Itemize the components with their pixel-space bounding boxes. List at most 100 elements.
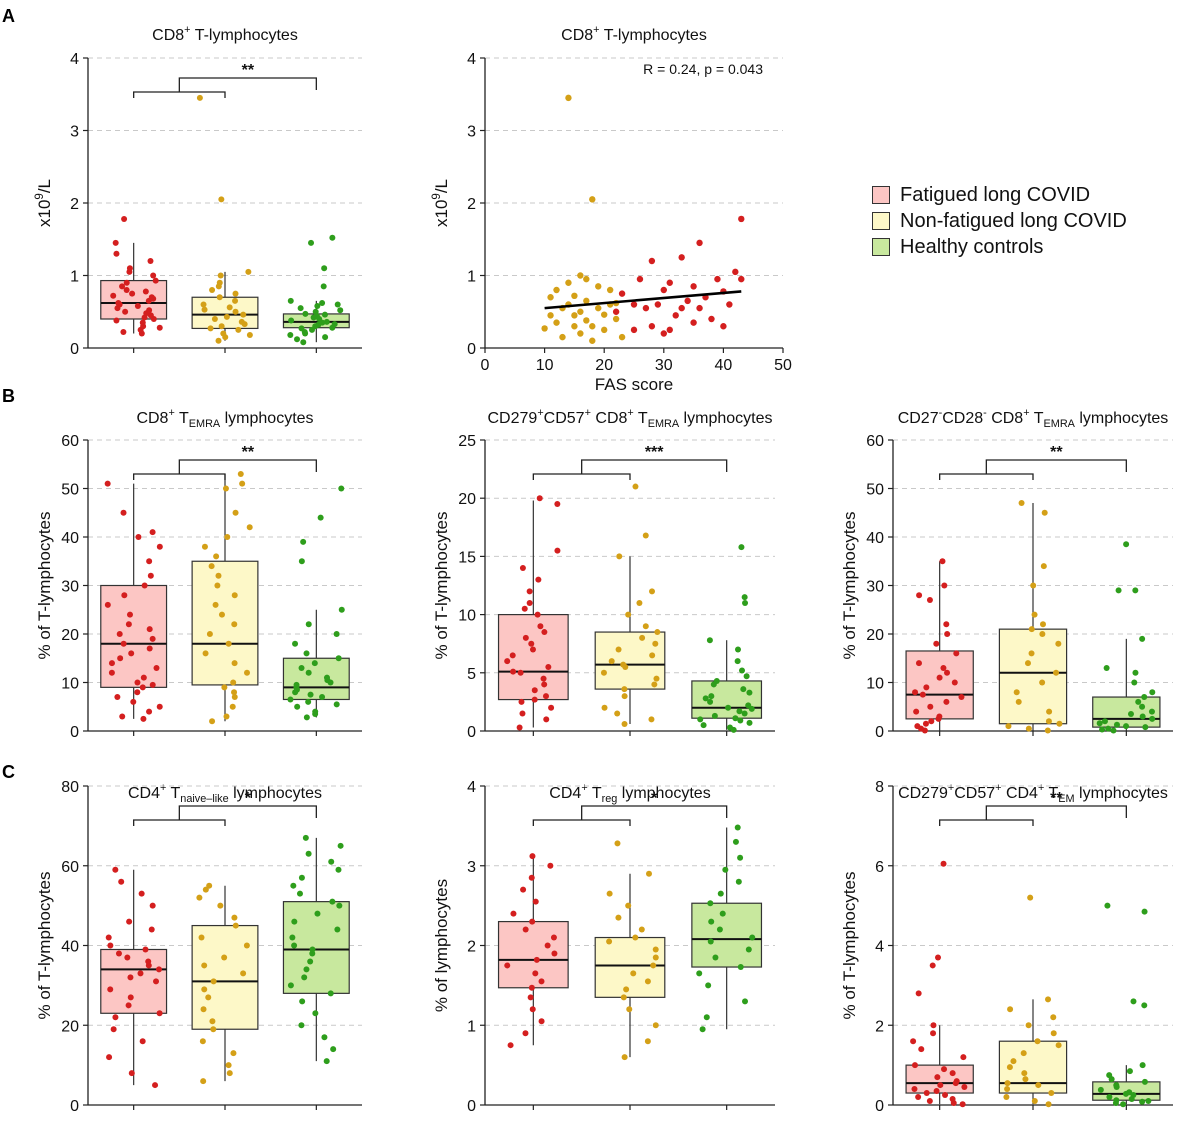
data-point-fatigued — [612, 308, 620, 315]
data-point-healthy — [702, 695, 709, 702]
data-point-nonfatigued — [246, 331, 253, 338]
panel-letter: A — [2, 6, 15, 26]
data-point-nonfatigued — [583, 297, 590, 305]
data-point-fatigued — [106, 1054, 113, 1061]
data-point-healthy — [716, 926, 723, 933]
data-point-fatigued — [548, 704, 555, 711]
y-axis-label: % of lymphocytes — [432, 879, 451, 1012]
data-point-nonfatigued — [1053, 669, 1060, 676]
data-point-fatigued — [936, 713, 943, 720]
data-point-nonfatigued — [1031, 611, 1038, 618]
data-point-nonfatigued — [213, 553, 220, 560]
data-point-nonfatigued — [212, 601, 219, 608]
data-point-nonfatigued — [201, 962, 208, 969]
data-point-fatigued — [915, 660, 922, 667]
data-point-healthy — [338, 606, 345, 613]
legend-item-fatigued: Fatigued long COVID — [872, 182, 1127, 208]
y-tick-label: 30 — [61, 579, 79, 596]
data-point-fatigued — [535, 576, 542, 583]
data-point-healthy — [321, 311, 328, 318]
data-point-fatigued — [738, 215, 745, 223]
y-tick-label: 4 — [70, 51, 79, 68]
data-point-nonfatigued — [614, 840, 621, 847]
data-point-fatigued — [915, 990, 922, 997]
data-point-fatigued — [138, 890, 145, 897]
data-point-fatigued — [961, 1084, 968, 1091]
data-point-nonfatigued — [1015, 698, 1022, 705]
data-point-nonfatigued — [210, 978, 217, 985]
data-point-nonfatigued — [1046, 708, 1053, 715]
significance-bracket-inner — [133, 91, 226, 98]
legend-label: Fatigued long COVID — [900, 183, 1091, 206]
data-point-nonfatigued — [615, 914, 622, 921]
data-point-nonfatigued — [231, 621, 238, 628]
data-point-nonfatigued — [200, 301, 207, 308]
data-point-nonfatigued — [1048, 1090, 1055, 1097]
data-point-healthy — [707, 900, 714, 907]
box-nonfatigued — [191, 560, 259, 686]
data-point-healthy — [1139, 635, 1146, 642]
data-point-fatigued — [127, 974, 134, 981]
y-tick-label: 0 — [875, 724, 884, 741]
data-point-nonfatigued — [1045, 718, 1052, 725]
data-point-nonfatigued — [231, 914, 238, 921]
data-point-fatigued — [529, 1006, 536, 1013]
data-point-nonfatigued — [652, 954, 659, 961]
data-point-nonfatigued — [223, 313, 230, 320]
data-point-nonfatigued — [1039, 679, 1046, 686]
data-point-fatigued — [943, 621, 950, 628]
data-point-fatigued — [928, 718, 935, 725]
data-point-nonfatigued — [223, 713, 230, 720]
legend-swatch-nonfatigued — [872, 212, 890, 230]
data-point-fatigued — [139, 684, 146, 691]
data-point-fatigued — [114, 694, 121, 701]
data-point-fatigued — [509, 652, 516, 659]
data-point-nonfatigued — [232, 509, 239, 516]
chart-title-part: lymphocytes — [617, 785, 710, 802]
data-point-fatigued — [522, 634, 529, 641]
data-point-nonfatigued — [625, 611, 632, 618]
data-point-nonfatigued — [226, 304, 233, 311]
data-point-fatigued — [542, 693, 549, 700]
data-point-healthy — [320, 283, 327, 290]
data-point-fatigued — [121, 592, 128, 599]
data-point-fatigued — [146, 307, 153, 314]
data-point-healthy — [1139, 713, 1146, 720]
y-tick-label: 60 — [61, 433, 79, 450]
data-point-nonfatigued — [224, 534, 231, 540]
data-point-healthy — [308, 239, 315, 246]
significance-label: ** — [242, 62, 255, 79]
chart-panel-A2: CD8+ T-lymphocytes 0 1 2 3 4 x109/L 0 10 20 30 40 50… — [431, 24, 792, 394]
data-point-nonfatigued — [201, 543, 208, 550]
data-point-healthy — [314, 302, 321, 309]
data-point-fatigued — [147, 258, 154, 264]
data-point-healthy — [742, 998, 749, 1005]
data-point-nonfatigued — [231, 694, 238, 701]
significance-bracket-outer — [985, 459, 1127, 474]
data-point-nonfatigued — [612, 315, 620, 323]
data-point-healthy — [287, 331, 294, 338]
data-point-healthy — [335, 655, 342, 662]
data-point-nonfatigued — [208, 563, 215, 570]
data-point-nonfatigued — [217, 902, 224, 909]
data-point-nonfatigued — [1041, 509, 1048, 516]
data-point-healthy — [1096, 720, 1103, 727]
data-point-fatigued — [519, 710, 526, 717]
y-tick-label: 50 — [61, 482, 79, 499]
significance-bracket-inner — [939, 819, 1034, 826]
data-point-healthy — [1142, 724, 1149, 731]
data-point-nonfatigued — [220, 330, 227, 337]
data-point-nonfatigued — [217, 272, 224, 279]
data-point-fatigued — [732, 268, 739, 276]
data-point-healthy — [734, 658, 741, 665]
data-point-healthy — [737, 854, 744, 861]
data-point-fatigued — [125, 621, 132, 628]
data-point-nonfatigued — [231, 660, 238, 667]
data-point-fatigued — [528, 874, 535, 881]
data-point-nonfatigued — [230, 679, 237, 686]
data-point-nonfatigued — [541, 325, 548, 332]
data-point-fatigued — [538, 978, 545, 985]
data-point-nonfatigued — [206, 882, 213, 889]
data-point-healthy — [732, 838, 739, 845]
data-point-fatigued — [528, 640, 535, 647]
